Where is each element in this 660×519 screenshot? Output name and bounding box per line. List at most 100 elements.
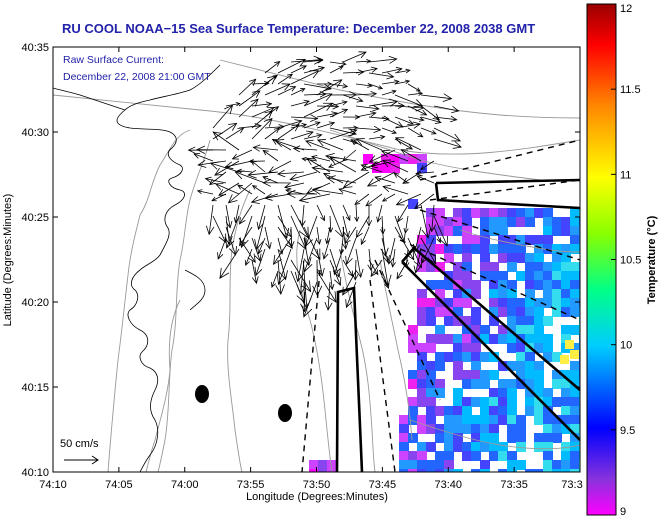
sst-pixel — [534, 433, 544, 443]
sst-pixel — [444, 469, 454, 472]
sst-pixel — [471, 379, 481, 389]
sst-pixel — [498, 451, 508, 461]
sst-pixel — [435, 379, 445, 389]
sst-pixel — [489, 271, 499, 281]
current-vector — [238, 78, 257, 96]
sst-pixel — [561, 325, 571, 335]
sst-pixel — [534, 406, 544, 416]
x-axis: 74:10 74:05 74:00 73:55 73:50 73:45 73:40 73:35… — [39, 47, 583, 491]
sst-pixel — [525, 325, 535, 335]
sst-pixel — [489, 289, 499, 299]
current-vector — [355, 111, 377, 118]
current-vector — [344, 226, 357, 245]
current-vector — [290, 88, 306, 96]
sst-pixel — [480, 208, 490, 218]
sst-pixel — [570, 343, 580, 353]
current-vector — [273, 237, 292, 266]
sst-pixel — [570, 406, 580, 416]
current-vector — [381, 237, 390, 264]
sst-pixel — [516, 325, 526, 335]
current-vector — [381, 159, 409, 173]
current-vector — [420, 93, 453, 103]
sst-pixel — [462, 352, 472, 362]
sst-pixel — [426, 262, 436, 272]
sst-pixel — [435, 289, 445, 299]
sst-pixel — [552, 352, 562, 362]
sst-pixel — [453, 244, 463, 254]
sst-pixel — [507, 451, 517, 461]
current-vector — [303, 102, 334, 118]
current-vector — [360, 163, 383, 173]
sst-pixel — [570, 244, 580, 254]
sst-pixel — [462, 424, 472, 434]
sst-pixel — [453, 226, 463, 236]
sst-pixel — [507, 343, 517, 353]
sst-pixel — [471, 370, 481, 380]
sst-pixel — [543, 271, 553, 281]
current-vector — [251, 237, 262, 262]
sst-pixel — [534, 370, 544, 380]
current-vector — [355, 90, 378, 97]
scale-label: 50 cm/s — [60, 438, 99, 450]
sst-pixel — [417, 397, 427, 407]
sst-pixel — [435, 352, 445, 362]
current-vector — [316, 248, 325, 277]
sst-pixel — [570, 307, 580, 317]
sst-pixel — [570, 388, 580, 398]
current-vector — [328, 160, 344, 168]
current-vector — [413, 248, 422, 274]
sst-pixel — [498, 289, 508, 299]
current-vector — [420, 204, 431, 239]
station-marker — [278, 404, 292, 422]
sst-pixel — [543, 244, 553, 254]
sst-pixel — [471, 469, 481, 472]
sst-pixel — [516, 235, 526, 245]
sst-pixel — [534, 271, 544, 281]
sst-pixel — [489, 280, 499, 290]
sst-pixel — [543, 316, 553, 326]
sst-pixel — [417, 415, 427, 425]
sst-pixel — [426, 235, 436, 245]
sst-pixel — [444, 406, 454, 416]
sst-pixel — [543, 388, 553, 398]
current-vector — [381, 89, 397, 96]
sst-pixel — [507, 316, 517, 326]
sst-pixel — [498, 442, 508, 452]
sst-pixel — [453, 433, 463, 443]
sst-pixel — [561, 442, 571, 452]
sst-pixel — [507, 460, 517, 470]
current-vector — [251, 185, 266, 195]
sst-pixel — [426, 298, 436, 308]
current-vector — [342, 270, 357, 296]
current-vector — [209, 161, 240, 173]
sst-pixel — [471, 307, 481, 317]
current-vector — [224, 160, 253, 170]
sst-pixel — [471, 289, 481, 299]
y-tick-label: 40:25 — [21, 212, 49, 224]
sst-pixel — [453, 298, 463, 308]
sst-pixel — [489, 451, 499, 461]
current-vector — [386, 237, 396, 265]
sst-pixel — [417, 289, 427, 299]
sst-pixel — [516, 460, 526, 470]
current-vector — [227, 182, 253, 204]
sst-pixel — [552, 424, 562, 434]
sst-pixel — [426, 370, 436, 380]
sst-pixel — [435, 325, 445, 335]
sst-pixel — [552, 253, 562, 263]
colorbar-tick-label: 12 — [620, 3, 632, 15]
current-vector — [275, 259, 285, 295]
sst-pixel — [507, 334, 517, 344]
current-vector — [368, 55, 398, 64]
sst-pixel — [498, 253, 508, 263]
sst-pixel — [525, 280, 535, 290]
current-vector — [382, 184, 409, 195]
sst-pixel — [426, 361, 436, 371]
current-vector — [236, 168, 253, 174]
current-vector — [303, 121, 321, 129]
sst-pixel — [543, 343, 553, 353]
sst-pixel — [417, 469, 427, 472]
sst-pixel — [507, 208, 517, 218]
sst-pixel — [525, 316, 535, 326]
sst-pixel — [561, 262, 571, 272]
